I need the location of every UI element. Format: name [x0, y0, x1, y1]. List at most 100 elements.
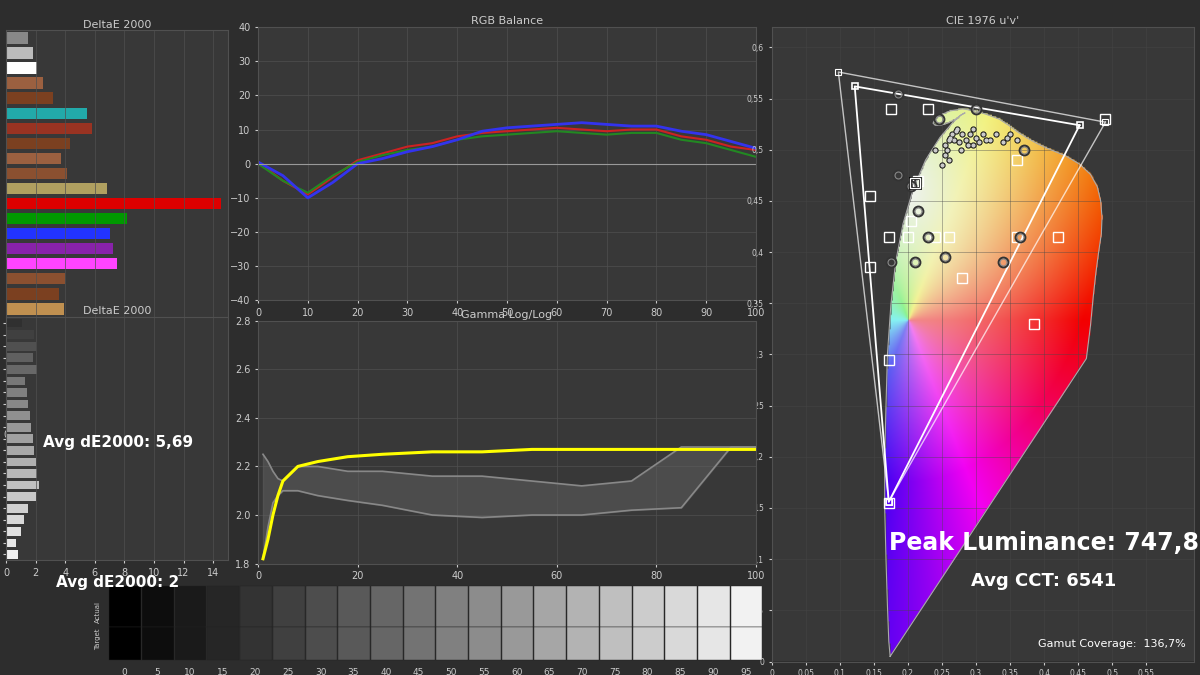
Point	[953, 129, 972, 140]
Point	[973, 129, 992, 140]
Point	[941, 132, 960, 143]
Bar	[6, 168, 67, 179]
Title: RGB Balance: RGB Balance	[470, 16, 544, 26]
Title: DeltaE 2000: DeltaE 2000	[83, 20, 151, 30]
Bar	[6, 446, 34, 455]
Point	[946, 126, 965, 137]
Point	[942, 129, 961, 140]
Bar	[6, 481, 38, 489]
Bar	[6, 333, 68, 345]
Text: 80: 80	[642, 668, 653, 675]
Point	[940, 155, 959, 165]
Bar	[175, 627, 206, 660]
Bar	[632, 627, 665, 660]
Point	[977, 134, 996, 145]
Bar	[534, 586, 566, 626]
Point	[994, 136, 1013, 147]
Bar	[338, 627, 370, 660]
Bar	[6, 527, 20, 536]
Bar	[240, 627, 272, 660]
Point	[942, 129, 961, 140]
Bar	[109, 627, 142, 660]
Point	[944, 134, 964, 145]
Bar	[437, 627, 468, 660]
Bar	[731, 586, 762, 626]
Point	[936, 150, 955, 161]
Text: 70: 70	[576, 668, 588, 675]
Title: DeltaE 2000: DeltaE 2000	[83, 306, 151, 317]
Bar	[6, 138, 70, 149]
Point	[970, 136, 989, 147]
Text: 40: 40	[380, 668, 391, 675]
Point	[994, 136, 1013, 147]
Point	[940, 134, 959, 145]
Bar	[403, 586, 436, 626]
Point	[956, 134, 976, 145]
Bar	[600, 586, 631, 626]
Bar	[6, 123, 92, 134]
Bar	[6, 394, 77, 405]
Bar	[6, 400, 29, 408]
Bar	[6, 516, 24, 524]
Point	[973, 129, 992, 140]
Text: 0: 0	[121, 668, 127, 675]
Bar	[6, 364, 72, 375]
Bar	[240, 586, 272, 626]
Point	[997, 132, 1016, 143]
Text: 55: 55	[479, 668, 490, 675]
Point	[977, 134, 996, 145]
Point	[986, 129, 1006, 140]
Bar	[109, 586, 142, 626]
Text: 20: 20	[250, 668, 260, 675]
Point	[925, 144, 944, 155]
Bar	[6, 354, 32, 362]
Bar	[6, 153, 61, 164]
Bar	[6, 92, 53, 104]
Bar	[6, 319, 58, 329]
Bar	[6, 288, 59, 300]
Bar	[6, 213, 127, 224]
Bar	[6, 198, 221, 209]
Point	[1007, 134, 1026, 145]
Bar	[6, 539, 17, 547]
Point	[966, 132, 985, 143]
Point	[932, 160, 952, 171]
Point	[947, 124, 966, 135]
Bar	[437, 586, 468, 626]
Point	[959, 139, 978, 150]
Point	[970, 136, 989, 147]
Title: Gamma Log/Log: Gamma Log/Log	[462, 310, 552, 320]
Bar	[6, 303, 64, 315]
Bar	[6, 243, 113, 254]
Point	[946, 126, 965, 137]
Point	[986, 129, 1006, 140]
Bar	[665, 627, 697, 660]
Point	[936, 139, 955, 150]
Point	[940, 134, 959, 145]
Text: 95: 95	[740, 668, 751, 675]
Point	[1001, 129, 1020, 140]
Title: CIE 1976 u'v': CIE 1976 u'v'	[946, 16, 1020, 26]
Text: Avg CCT: 6541: Avg CCT: 6541	[971, 572, 1117, 589]
Bar	[403, 627, 436, 660]
Bar	[175, 586, 206, 626]
Bar	[371, 586, 403, 626]
Text: 45: 45	[413, 668, 425, 675]
Bar	[6, 365, 37, 374]
Bar	[6, 435, 32, 443]
Point	[944, 134, 964, 145]
Bar	[731, 627, 762, 660]
Bar	[698, 586, 730, 626]
Bar	[208, 627, 239, 660]
Bar	[6, 377, 25, 385]
Bar	[568, 586, 599, 626]
Bar	[306, 586, 337, 626]
Point	[1001, 129, 1020, 140]
Point	[947, 124, 966, 135]
Point	[936, 150, 955, 161]
Bar	[142, 586, 174, 626]
Text: 85: 85	[674, 668, 686, 675]
Text: 90: 90	[707, 668, 719, 675]
Bar	[600, 627, 631, 660]
Point	[997, 132, 1016, 143]
